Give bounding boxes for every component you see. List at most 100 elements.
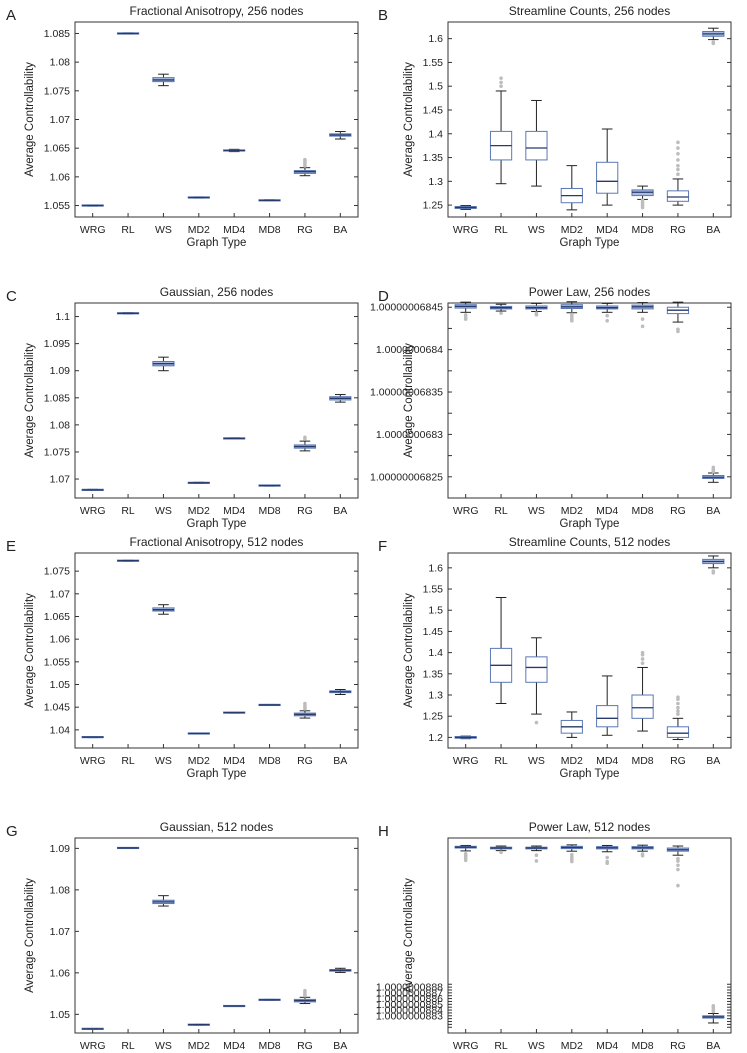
- box-ba: [329, 131, 352, 140]
- outlier-point: [570, 855, 574, 860]
- outlier-point: [534, 859, 539, 863]
- x-tick-label: BA: [706, 755, 720, 767]
- y-tick-label: 1.06: [50, 634, 71, 646]
- y-axis-label: Average Controllability: [403, 62, 415, 177]
- y-tick-label: 1.00000006825: [370, 471, 443, 483]
- plot-frame: [447, 302, 732, 499]
- x-tick-label: WS: [155, 505, 172, 517]
- y-tick-label: 1.04: [50, 724, 71, 736]
- x-tick-label: BA: [333, 755, 347, 767]
- panel-title: Gaussian, 512 nodes: [160, 820, 273, 834]
- x-tick-label: RG: [297, 505, 313, 517]
- x-tick-label: MD2: [188, 505, 210, 517]
- y-tick-label: 1.09: [50, 365, 71, 377]
- y-tick-label: 1.0000000883: [376, 1010, 443, 1022]
- box-iqr: [666, 190, 690, 202]
- x-tick-label: MD8: [631, 1040, 653, 1052]
- x-tick-label: WRG: [80, 1040, 106, 1052]
- box-ws: [525, 302, 548, 317]
- box-md8: [258, 199, 281, 202]
- x-tick-label: RG: [297, 224, 313, 236]
- y-axis-label: Average Controllability: [24, 62, 36, 177]
- outlier-point: [676, 863, 680, 868]
- y-tick-label: 1.0000000888: [376, 982, 443, 994]
- y-tick-label: 1.0000000886: [376, 993, 443, 1005]
- y-tick-label: 1.25: [423, 711, 444, 723]
- outlier-point: [605, 313, 609, 318]
- box-md4: [596, 675, 619, 736]
- box-wrg: [81, 204, 104, 207]
- x-tick-label: BA: [706, 1040, 720, 1052]
- panel-letter: C: [6, 288, 17, 305]
- outlier-point: [711, 465, 716, 470]
- x-tick-label: RL: [121, 224, 135, 236]
- panel-letter: H: [378, 823, 389, 840]
- box-md8: [258, 484, 281, 487]
- x-tick-label: RL: [494, 1040, 508, 1052]
- x-axis-label: Graph Type: [187, 237, 247, 249]
- box-md4: [223, 437, 246, 440]
- x-tick-label: RG: [297, 1040, 313, 1052]
- y-tick-label: 1.6: [428, 33, 443, 45]
- panel-letter: D: [378, 288, 389, 305]
- x-tick-label: MD4: [223, 1040, 245, 1052]
- x-tick-label: WRG: [80, 755, 106, 767]
- x-tick-label: MD2: [561, 755, 583, 767]
- box-md8: [631, 650, 654, 732]
- y-tick-label: 1.08: [50, 57, 71, 69]
- y-tick-label: 1.055: [44, 656, 70, 668]
- box-rg: [293, 435, 317, 452]
- box-rg: [666, 695, 690, 741]
- box-rg: [293, 988, 317, 1005]
- box-md4: [596, 302, 619, 323]
- box-md2: [187, 1023, 210, 1026]
- box-rl: [489, 303, 513, 315]
- box-wrg: [81, 736, 104, 739]
- x-tick-label: RL: [494, 224, 508, 236]
- outlier-point: [605, 859, 609, 864]
- box-md4: [596, 844, 619, 866]
- outlier-point: [676, 172, 680, 176]
- outlier-point: [640, 198, 645, 203]
- outlier-point: [676, 712, 680, 716]
- y-tick-label: 1.06: [50, 171, 71, 183]
- x-tick-label: RG: [670, 755, 686, 767]
- y-tick-label: 1.1: [55, 311, 70, 323]
- box-ws: [152, 895, 175, 907]
- y-tick-label: 1.35: [423, 668, 444, 680]
- x-tick-label: WRG: [80, 505, 106, 517]
- outlier-point: [676, 151, 680, 156]
- y-axis-label: Average Controllability: [24, 593, 36, 708]
- outlier-point: [499, 80, 503, 85]
- y-tick-label: 1.00000006845: [370, 302, 443, 314]
- x-tick-label: MD8: [258, 1040, 280, 1052]
- outlier-point: [676, 867, 680, 872]
- panel-title: Fractional Anisotropy, 256 nodes: [130, 4, 304, 18]
- y-tick-label: 1.45: [423, 104, 444, 116]
- box-ba: [329, 967, 352, 973]
- x-tick-label: MD8: [258, 505, 280, 517]
- y-axis-label: Average Controllability: [403, 593, 415, 708]
- box-ba: [702, 555, 725, 575]
- box-md2: [560, 301, 583, 323]
- box-rg: [666, 140, 690, 206]
- panel-title: Gaussian, 256 nodes: [160, 285, 273, 299]
- outlier-point: [463, 313, 468, 317]
- outlier-point: [640, 317, 645, 321]
- y-tick-label: 1.25: [423, 200, 444, 212]
- outlier-point: [676, 327, 680, 332]
- y-tick-label: 1.08: [50, 884, 71, 896]
- outlier-point: [676, 146, 680, 150]
- panel-title: Streamline Counts, 256 nodes: [509, 4, 670, 18]
- outlier-point: [605, 855, 609, 860]
- box-ba: [702, 465, 725, 483]
- y-tick-label: 1.065: [44, 143, 70, 155]
- box-rl: [489, 597, 513, 704]
- x-tick-label: WS: [528, 505, 545, 517]
- plot-frame: [74, 21, 359, 218]
- outlier-point: [676, 163, 680, 168]
- x-tick-label: MD4: [596, 1040, 618, 1052]
- box-iqr: [666, 726, 690, 738]
- x-tick-label: WRG: [453, 1040, 479, 1052]
